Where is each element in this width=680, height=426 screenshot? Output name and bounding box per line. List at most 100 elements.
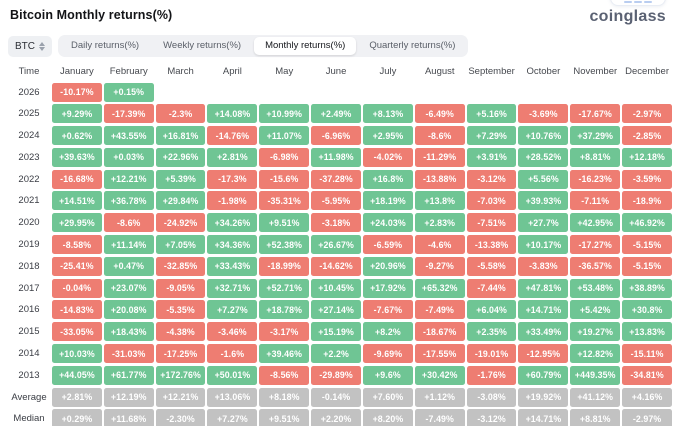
return-cell: +8.81% (570, 409, 621, 426)
return-cell: +44.05% (52, 365, 102, 385)
return-cell: -3.12% (466, 409, 517, 426)
return-cell: +9.29% (52, 104, 102, 124)
return-cell: -18.67% (414, 322, 465, 342)
column-header-month: May (275, 66, 294, 77)
row-label: 2016 (18, 304, 40, 316)
return-cell: +8.2% (362, 322, 413, 342)
return-cell (259, 83, 309, 102)
return-cell: -3.12% (466, 169, 517, 189)
column-header-month: November (573, 66, 618, 77)
return-cell: +20.08% (103, 300, 154, 320)
return-cell: +5.42% (570, 300, 621, 320)
return-cell: +2.2% (311, 344, 361, 364)
return-cell: +5.56% (518, 169, 569, 189)
column-header-month: December (625, 66, 669, 77)
toolbar: BTC Daily returns(%) Weekly returns(%) M… (8, 35, 680, 57)
return-cell: -8.58% (52, 235, 102, 255)
return-cell: -34.81% (622, 365, 672, 385)
return-cell: +15.19% (311, 322, 361, 342)
return-cell: +52.71% (259, 278, 310, 298)
table-row: 2016 -14.83% +20.08% -5.35% +7.27% +18.78% +27… (8, 300, 672, 320)
return-cell: +29.95% (52, 213, 102, 233)
return-cell: -2.85% (622, 126, 672, 146)
return-cell: -4.6% (414, 235, 465, 255)
returns-table: Time January February March April May June July… (8, 64, 672, 426)
return-cell: +2.35% (466, 322, 517, 342)
return-cell: +17.92% (362, 278, 413, 298)
row-label: Average (11, 391, 47, 403)
return-cell: -18.9% (622, 191, 672, 211)
return-cell: +34.26% (207, 213, 258, 233)
row-label: 2017 (18, 282, 40, 294)
return-cell: -5.15% (622, 256, 672, 276)
return-cell: +11.07% (259, 126, 310, 146)
return-cell: -3.18% (311, 213, 361, 233)
table-row: 2024 +0.62% +43.55% +16.81% -14.76% +11.07% -6… (8, 126, 672, 146)
return-cell: +16.8% (362, 169, 413, 189)
tab-weekly-returns[interactable]: Weekly returns(%) (163, 40, 242, 51)
return-cell: +2.95% (362, 126, 413, 146)
return-cell: -8.6% (103, 213, 154, 233)
return-cell: -3.17% (259, 322, 310, 342)
return-cell (467, 83, 517, 102)
return-cell: -16.23% (570, 169, 621, 189)
return-cell: +10.99% (259, 104, 310, 124)
return-cell: -2.3% (155, 104, 206, 124)
table-row: 2015 -33.05% +18.43% -4.38% -3.46% -3.17% +15.… (8, 322, 672, 342)
return-cell: -36.57% (570, 256, 621, 276)
return-cell: +0.29% (52, 409, 102, 426)
table-row: 2017 -0.04% +23.07% -9.05% +32.71% +52.71% +10… (8, 278, 672, 298)
coin-selector[interactable]: BTC (8, 35, 52, 57)
return-cell: -7.11% (570, 191, 621, 211)
return-cell (156, 83, 206, 102)
return-cell: -35.31% (259, 191, 310, 211)
row-label: 2022 (18, 173, 40, 185)
row-label: Median (13, 413, 45, 425)
return-cell: -5.58% (466, 256, 517, 276)
return-cell: +6.04% (466, 300, 517, 320)
return-cell: -0.04% (52, 278, 102, 298)
tab-daily-returns[interactable]: Daily returns(%) (71, 40, 140, 51)
return-cell: -7.49% (414, 409, 465, 426)
return-cell: +39.63% (52, 147, 102, 167)
return-cell: +7.27% (207, 300, 258, 320)
return-cell: -29.89% (311, 365, 361, 385)
return-cell: +60.79% (518, 365, 569, 385)
tab-quarterly-returns[interactable]: Quarterly returns(%) (369, 40, 456, 51)
return-cell: -1.76% (466, 365, 517, 385)
return-cell (570, 83, 620, 102)
return-cell: -25.41% (52, 256, 102, 276)
return-cell: +14.08% (207, 104, 258, 124)
return-cell: +2.20% (311, 409, 361, 426)
table-row: 2013 +44.05% +61.77% +172.76% +50.01% -8.56% -… (8, 365, 672, 385)
return-cell: +12.21% (155, 387, 206, 407)
return-cell: +18.43% (103, 322, 154, 342)
coinglass-logo[interactable]: coinglass (589, 8, 666, 25)
return-cell: +33.49% (518, 322, 569, 342)
return-cell: -9.27% (414, 256, 465, 276)
return-cell: +2.83% (414, 213, 465, 233)
return-cell: -5.15% (622, 235, 672, 255)
return-cell: +7.60% (362, 387, 413, 407)
topbar: Bitcoin Monthly returns(%) coinglass (0, 0, 680, 28)
return-cell: +34.36% (207, 235, 258, 255)
return-cell: +46.92% (622, 213, 672, 233)
return-cell: -4.38% (155, 322, 206, 342)
return-cell: +27.14% (311, 300, 361, 320)
return-cell: -17.67% (570, 104, 621, 124)
return-cell: +39.93% (518, 191, 569, 211)
tab-monthly-returns[interactable]: Monthly returns(%) (254, 37, 357, 55)
return-cell: +30.42% (414, 365, 465, 385)
column-header-month: March (167, 66, 194, 77)
return-cell: +32.71% (207, 278, 258, 298)
return-cell: +8.13% (362, 104, 413, 124)
return-cell: +2.81% (52, 387, 102, 407)
return-cell: -18.99% (259, 256, 310, 276)
column-header-month: January (60, 66, 94, 77)
return-cell: +1.12% (414, 387, 465, 407)
return-cell: -31.03% (103, 344, 154, 364)
row-label: 2023 (18, 151, 40, 163)
return-cell: +12.82% (570, 344, 621, 364)
table-header-row: Time January February March April May June July… (8, 64, 672, 79)
return-cell: +26.67% (311, 235, 361, 255)
